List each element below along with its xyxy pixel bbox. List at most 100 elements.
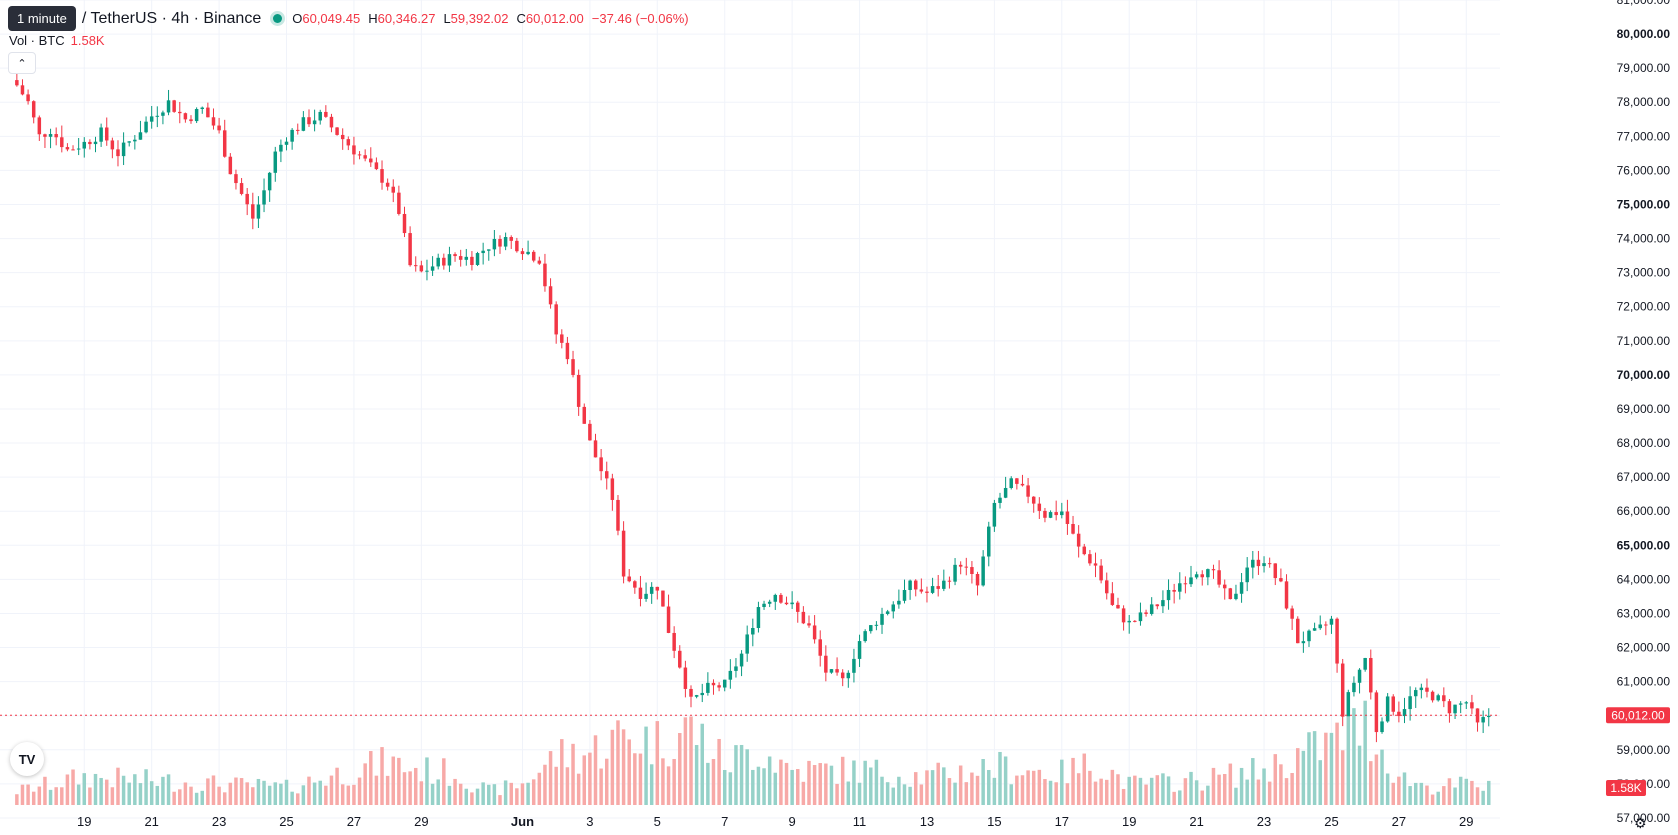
volume-bar bbox=[425, 757, 429, 805]
candle-body bbox=[1374, 692, 1379, 733]
volume-bar bbox=[1031, 770, 1036, 805]
candle-body bbox=[930, 586, 935, 593]
candle-body bbox=[475, 253, 480, 265]
volume-bar bbox=[779, 759, 783, 805]
candle-body bbox=[1133, 620, 1137, 622]
price-tick-label: 69,000.00 bbox=[1617, 402, 1671, 416]
volume-bar bbox=[1043, 779, 1047, 805]
price-tick-label: 76,000.00 bbox=[1617, 163, 1671, 177]
candle-body bbox=[745, 634, 749, 654]
volume-bar bbox=[801, 781, 806, 805]
volume-bar bbox=[593, 735, 598, 805]
volume-bar bbox=[739, 744, 744, 805]
candle-body bbox=[1121, 608, 1126, 623]
candle-body bbox=[99, 127, 103, 142]
volume-bar bbox=[1279, 764, 1283, 805]
ohlc-open: O60,049.45 bbox=[292, 11, 361, 26]
candle-body bbox=[975, 573, 980, 586]
candle-body bbox=[762, 603, 766, 608]
volume-bar bbox=[942, 767, 946, 805]
volume-bar bbox=[1369, 761, 1373, 805]
volume-bar bbox=[352, 784, 356, 805]
volume-bar bbox=[290, 791, 294, 805]
candle-body bbox=[267, 172, 272, 191]
volume-bar bbox=[217, 786, 221, 805]
volume-bar bbox=[1222, 774, 1227, 805]
volume-bar bbox=[1172, 791, 1176, 805]
volume-bar bbox=[874, 759, 879, 805]
volume-bar bbox=[531, 779, 536, 805]
candle-body bbox=[413, 265, 418, 267]
candle-body bbox=[1099, 565, 1103, 581]
volume-bar bbox=[267, 785, 272, 805]
symbol-title[interactable]: / TetherUS · 4h · Binance bbox=[81, 9, 262, 27]
candle-body bbox=[290, 129, 294, 142]
volume-bar bbox=[565, 767, 570, 805]
time-tick-label: Jun bbox=[511, 814, 534, 829]
candle-body bbox=[1273, 563, 1278, 579]
volume-bar bbox=[447, 785, 452, 805]
market-status-icon[interactable] bbox=[273, 14, 283, 23]
volume-bar bbox=[515, 788, 519, 805]
volume-bar bbox=[756, 766, 761, 805]
volume-bar bbox=[76, 784, 81, 805]
candle-body bbox=[790, 602, 794, 605]
candle-body bbox=[1031, 496, 1036, 504]
candle-body bbox=[1088, 554, 1092, 564]
candle-body bbox=[1166, 589, 1171, 601]
chevron-up-icon[interactable]: ⌃ bbox=[8, 52, 36, 74]
volume-bar bbox=[1430, 794, 1435, 805]
price-tick-label: 66,000.00 bbox=[1617, 504, 1671, 518]
volume-bar bbox=[430, 783, 435, 805]
gear-icon[interactable]: ⚙ bbox=[1634, 815, 1647, 831]
volume-bar bbox=[1296, 748, 1300, 805]
volume-bar bbox=[1352, 708, 1356, 805]
tradingview-logo[interactable]: TV bbox=[10, 742, 44, 776]
candle-body bbox=[779, 594, 783, 603]
candle-body bbox=[807, 623, 811, 626]
volume-bar bbox=[245, 782, 249, 805]
candle-body bbox=[1172, 589, 1176, 592]
price-tick-label: 67,000.00 bbox=[1617, 470, 1671, 484]
price-change: −37.46 (−0.06%) bbox=[591, 11, 689, 26]
candle-body bbox=[318, 111, 322, 121]
volume-bar bbox=[1307, 732, 1311, 805]
volume-bar bbox=[273, 782, 278, 805]
candle-body bbox=[1026, 485, 1030, 497]
volume-bar bbox=[1155, 775, 1160, 805]
candle-body bbox=[1054, 512, 1058, 516]
candle-body bbox=[105, 127, 109, 141]
volume-bar bbox=[560, 739, 564, 805]
candle-body bbox=[627, 576, 631, 582]
candle-body bbox=[1200, 574, 1204, 578]
candle-body bbox=[1234, 593, 1238, 600]
volume-bar bbox=[930, 770, 935, 805]
candle-body bbox=[756, 607, 761, 629]
volume-bar bbox=[571, 743, 575, 805]
candle-body bbox=[1116, 604, 1120, 609]
volume-bar bbox=[1234, 787, 1238, 805]
volume-bar bbox=[1105, 779, 1109, 805]
candle-body bbox=[93, 141, 98, 145]
volume-bar bbox=[1138, 777, 1143, 805]
candle-body bbox=[312, 120, 317, 125]
candle-body bbox=[610, 478, 615, 500]
volume-bar bbox=[784, 762, 789, 805]
candle-body bbox=[1267, 563, 1272, 565]
candle-body bbox=[717, 685, 721, 688]
candle-body bbox=[1222, 584, 1227, 589]
candle-body bbox=[981, 556, 985, 586]
volume-bar bbox=[65, 774, 70, 805]
candle-body bbox=[239, 183, 244, 194]
candle-body bbox=[37, 117, 42, 135]
candle-body bbox=[1391, 696, 1395, 712]
time-tick-label: 7 bbox=[721, 814, 728, 829]
candle-body bbox=[419, 265, 424, 272]
volume-bar bbox=[1239, 767, 1244, 805]
volume-bar bbox=[458, 783, 463, 805]
candle-body bbox=[335, 127, 339, 135]
candle-body bbox=[987, 526, 991, 557]
volume-bar bbox=[1458, 776, 1463, 805]
candle-body bbox=[149, 116, 154, 122]
